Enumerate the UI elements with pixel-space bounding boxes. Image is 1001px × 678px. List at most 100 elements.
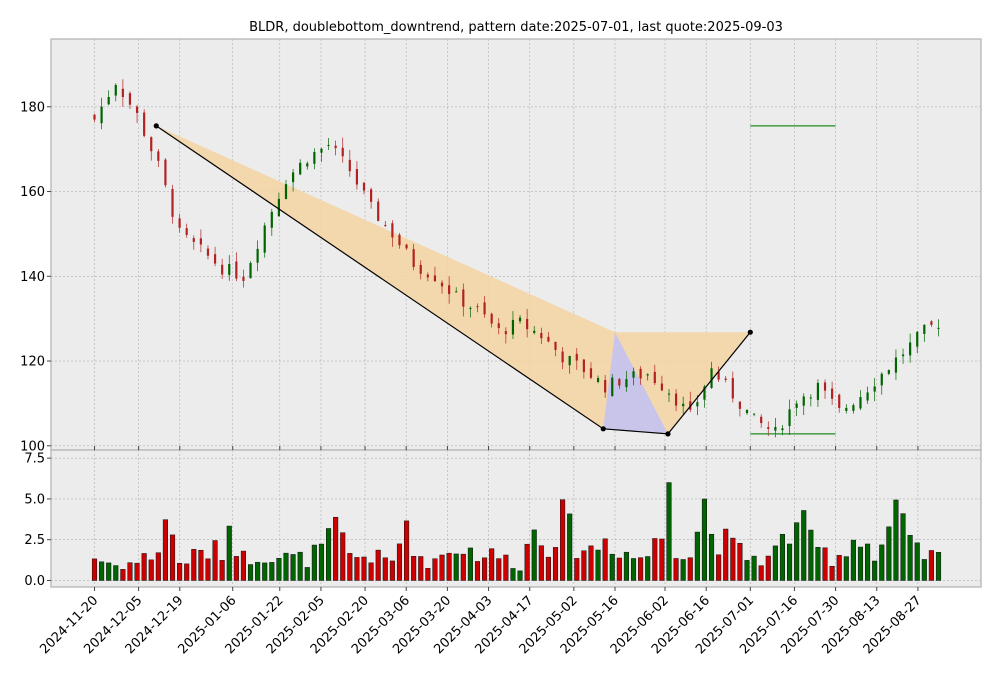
volume-bar — [453, 553, 459, 581]
candle-body — [504, 331, 507, 335]
candle-body — [221, 264, 224, 275]
volume-bar — [708, 534, 715, 581]
volume-bar — [212, 540, 218, 581]
volume-bar — [233, 556, 239, 581]
price-panel — [50, 38, 982, 451]
volume-bar — [333, 516, 339, 581]
volume-bar — [255, 561, 261, 581]
volume-bar — [219, 560, 225, 581]
volume-bar — [290, 554, 296, 581]
candle-body — [185, 228, 188, 235]
candle-body — [774, 426, 777, 431]
candle-body — [788, 409, 791, 427]
candle-body — [731, 378, 734, 399]
volume-bar — [914, 542, 920, 581]
candle-body — [490, 313, 493, 324]
chart-title: BLDR, doublebottom_downtrend, pattern da… — [249, 20, 783, 35]
candle-body — [455, 291, 458, 293]
volume-bar — [666, 482, 672, 581]
volume-bar — [843, 556, 849, 581]
candle-body — [696, 402, 699, 407]
volume-bar — [396, 543, 403, 581]
volume-bar — [425, 568, 431, 581]
volume-bar — [106, 562, 112, 581]
candle-body — [341, 147, 344, 157]
candle-body — [752, 413, 756, 415]
volume-y-tick-label: 0.0 — [24, 574, 45, 589]
candle-body — [206, 248, 210, 256]
candle-body — [327, 144, 330, 146]
candle-body — [370, 189, 373, 202]
volume-bar — [411, 556, 417, 581]
volume-bar — [205, 558, 211, 581]
volume-bar — [198, 549, 204, 581]
volume-bar — [560, 499, 566, 581]
volume-y-tick-label: 5.0 — [24, 492, 45, 507]
candle-body — [937, 327, 940, 329]
volume-bar — [91, 558, 98, 581]
candle-body — [178, 218, 181, 228]
candle-body — [738, 401, 742, 409]
candle-body — [575, 353, 578, 361]
volume-bar — [772, 545, 778, 581]
valley-fill-area — [603, 332, 668, 434]
candle-body — [809, 397, 812, 399]
volume-bar — [404, 520, 410, 581]
candle-body — [540, 332, 543, 339]
volume-bar — [418, 556, 424, 581]
volume-bar — [496, 558, 502, 581]
candle-body — [121, 88, 124, 98]
candle-body — [199, 238, 202, 245]
grid-lines — [51, 39, 981, 587]
price-y-tick-label: 140 — [20, 270, 45, 285]
price-y-tick-label: 120 — [20, 355, 45, 370]
volume-bar — [744, 560, 750, 581]
volume-bar — [361, 556, 367, 581]
volume-bar — [737, 542, 743, 581]
volume-bar — [567, 513, 573, 581]
volume-bar — [474, 561, 481, 581]
volume-y-tick-label: 7.5 — [24, 452, 45, 467]
volume-bar — [545, 556, 551, 581]
candle-body — [277, 198, 281, 217]
candle-body — [582, 359, 585, 373]
candle-body — [291, 172, 295, 183]
volume-bar — [382, 557, 388, 581]
pattern-overlay — [156, 125, 751, 434]
candle-body — [433, 275, 437, 282]
volume-bar — [141, 553, 147, 581]
volume-bar — [226, 525, 232, 581]
candle-body — [653, 371, 656, 384]
volume-bar — [354, 557, 360, 581]
pattern-point — [153, 123, 159, 129]
volume-y-tick-label: 2.5 — [24, 533, 45, 548]
candle-body — [909, 342, 912, 356]
candle-body — [930, 321, 933, 325]
candle-body — [682, 403, 685, 407]
candle-body — [845, 407, 848, 411]
pattern-line — [155, 125, 751, 435]
candle-body — [497, 323, 500, 329]
candle-body — [299, 162, 302, 175]
candle-body — [511, 319, 515, 335]
volume-bar — [375, 549, 381, 581]
candle-body — [589, 368, 593, 378]
candle-body — [228, 263, 231, 275]
volume-bar — [794, 522, 800, 581]
candle-body — [767, 427, 770, 429]
candle-body — [526, 318, 529, 330]
candle-body — [916, 331, 919, 347]
candle-body — [596, 377, 600, 382]
candle-body — [483, 302, 486, 315]
volume-bar — [779, 533, 786, 581]
volume-bar — [148, 559, 154, 581]
candle-body — [618, 379, 621, 386]
candle-body — [249, 262, 252, 279]
candle-body — [348, 159, 351, 172]
candle-body — [646, 374, 649, 376]
candle-body — [760, 416, 763, 424]
volume-bar — [276, 557, 282, 581]
volume-bar — [389, 560, 395, 581]
candle-body — [561, 351, 564, 363]
candle-body — [745, 409, 749, 414]
